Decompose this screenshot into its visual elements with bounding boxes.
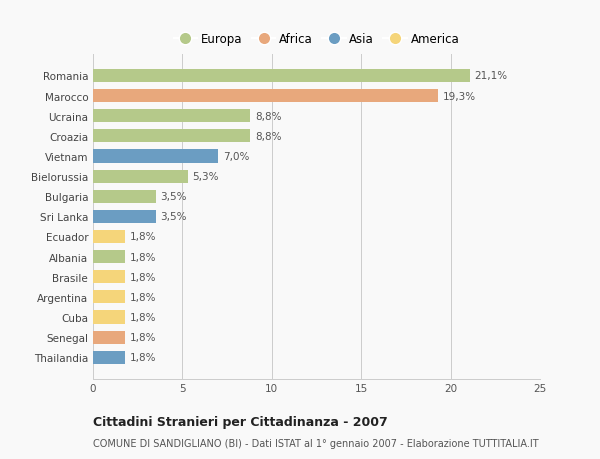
Bar [93,230,125,243]
Text: 1,8%: 1,8% [130,332,156,342]
Text: COMUNE DI SANDIGLIANO (BI) - Dati ISTAT al 1° gennaio 2007 - Elaborazione TUTTIT: COMUNE DI SANDIGLIANO (BI) - Dati ISTAT … [93,438,539,448]
Bar [93,351,125,364]
Text: 1,8%: 1,8% [130,232,156,242]
Text: Cittadini Stranieri per Cittadinanza - 2007: Cittadini Stranieri per Cittadinanza - 2… [93,415,388,428]
Bar [93,130,250,143]
Text: 3,5%: 3,5% [160,192,187,202]
Bar [93,210,155,224]
Bar [93,170,188,183]
Text: 7,0%: 7,0% [223,151,249,162]
Bar [93,90,438,103]
Text: 1,8%: 1,8% [130,292,156,302]
Text: 1,8%: 1,8% [130,312,156,322]
Text: 1,8%: 1,8% [130,252,156,262]
Bar [93,190,155,203]
Bar [93,150,218,163]
Text: 8,8%: 8,8% [255,132,281,141]
Bar [93,110,250,123]
Text: 1,8%: 1,8% [130,272,156,282]
Text: 3,5%: 3,5% [160,212,187,222]
Text: 5,3%: 5,3% [192,172,219,182]
Text: 1,8%: 1,8% [130,353,156,363]
Text: 19,3%: 19,3% [443,91,476,101]
Text: 21,1%: 21,1% [475,71,508,81]
Bar [93,331,125,344]
Text: 8,8%: 8,8% [255,112,281,122]
Bar [93,251,125,263]
Legend: Europa, Africa, Asia, America: Europa, Africa, Asia, America [169,28,464,51]
Bar [93,311,125,324]
Bar [93,70,470,83]
Bar [93,271,125,284]
Bar [93,291,125,304]
